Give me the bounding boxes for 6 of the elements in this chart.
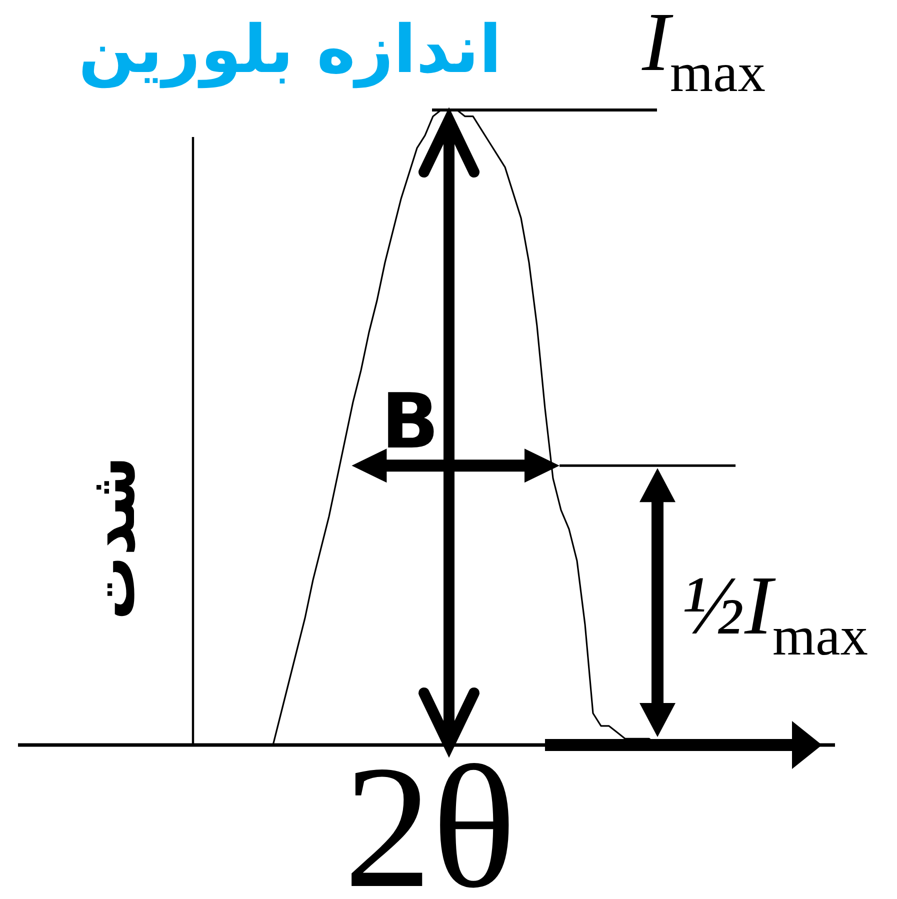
ref-line-label: I$_{max}$ (642, 0, 766, 103)
annotation: B (381, 376, 439, 466)
y-axis-title: شدت (76, 456, 150, 620)
chart-title: اندازه بلورین (78, 11, 502, 89)
ref-line-label: ½I$_{max}$ (682, 559, 868, 666)
x-axis-title: 2θ (344, 730, 516, 899)
